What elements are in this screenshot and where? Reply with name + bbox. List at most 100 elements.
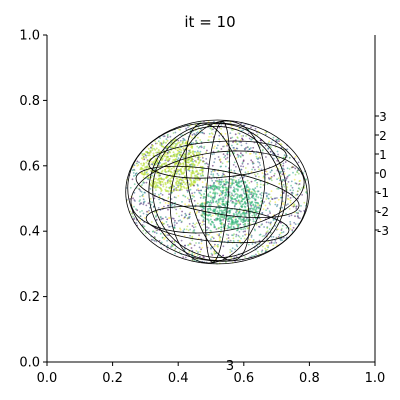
scatter-point: [174, 219, 176, 222]
scatter-point: [217, 185, 220, 188]
scatter-point: [206, 233, 208, 235]
scatter-point: [249, 223, 252, 226]
scatter-point: [133, 191, 136, 194]
scatter-point: [194, 207, 197, 210]
scatter-point: [191, 167, 194, 170]
scatter-point: [245, 151, 248, 154]
scatter-point: [238, 132, 241, 135]
scatter-point: [175, 180, 178, 183]
scatter-point: [294, 167, 297, 170]
scatter-point: [289, 189, 292, 192]
scatter-point: [207, 233, 210, 236]
scatter-point: [234, 141, 237, 144]
scatter-point: [212, 221, 215, 224]
scatter-point: [261, 212, 263, 215]
scatter-point: [244, 219, 247, 222]
scatter-point: [175, 143, 178, 146]
scatter-point: [194, 133, 196, 136]
scatter-point: [159, 192, 162, 195]
scatter-point: [232, 141, 234, 144]
scatter-point: [236, 228, 239, 231]
scatter-point: [198, 211, 200, 213]
scatter-point: [224, 183, 227, 186]
scatter-point: [197, 146, 200, 149]
scatter-point: [252, 240, 255, 242]
scatter-point: [246, 179, 249, 182]
scatter-point: [198, 246, 201, 249]
scatter-point: [190, 162, 193, 165]
scatter-point: [267, 197, 270, 200]
scatter-point: [247, 196, 250, 198]
scatter-point: [286, 148, 289, 151]
scatter-point: [267, 246, 269, 249]
scatter-point: [232, 237, 235, 240]
scatter-point: [214, 157, 216, 160]
scatter-point: [211, 169, 214, 172]
z-tick-label: 1: [379, 148, 387, 162]
scatter-point: [233, 233, 235, 236]
scatter-point: [135, 208, 137, 211]
scatter-point: [245, 233, 248, 236]
scatter-point: [189, 185, 192, 187]
scatter-point: [167, 208, 169, 211]
scatter-point: [305, 191, 307, 194]
scatter-point: [303, 201, 306, 204]
scatter-point: [242, 190, 245, 192]
scatter-point: [227, 223, 230, 225]
scatter-point: [226, 227, 229, 230]
scatter-point: [166, 234, 169, 237]
scatter-point: [193, 253, 196, 256]
scatter-point: [201, 208, 203, 211]
scatter-point: [233, 221, 236, 224]
scatter-point: [166, 139, 169, 142]
scatter-point: [202, 256, 205, 258]
x-tick-label: 0.0: [37, 371, 58, 386]
scatter-point: [227, 160, 230, 163]
scatter-point: [264, 192, 267, 194]
scatter-point: [289, 224, 292, 227]
scatter-point: [192, 150, 195, 153]
scatter-point: [205, 158, 208, 160]
scatter-point: [159, 201, 162, 204]
scatter-point: [260, 192, 263, 194]
scatter-point: [217, 199, 220, 202]
scatter-point: [239, 177, 242, 179]
scatter-point: [214, 123, 217, 126]
scatter-point: [191, 197, 193, 200]
scatter-point: [188, 223, 191, 225]
scatter-point: [146, 170, 148, 172]
scatter-point: [243, 205, 246, 208]
scatter-point: [233, 147, 235, 149]
scatter-point: [184, 183, 187, 186]
scatter-point: [270, 196, 272, 199]
scatter-point: [184, 141, 187, 144]
scatter-point: [219, 236, 222, 239]
scatter-point: [159, 232, 162, 235]
scatter-point: [259, 183, 262, 186]
scatter-point: [240, 193, 242, 196]
scatter-point: [256, 183, 259, 186]
scatter-point: [175, 155, 178, 158]
scatter-point: [180, 178, 183, 181]
scatter-point: [132, 166, 135, 168]
scatter-point: [285, 179, 288, 181]
scatter-point: [151, 179, 154, 182]
scatter-point: [153, 211, 156, 214]
scatter-point: [166, 145, 169, 148]
scatter-point: [218, 126, 221, 129]
scatter-point: [248, 191, 251, 194]
scatter-point: [213, 182, 216, 184]
scatter-point: [212, 128, 214, 131]
scatter-point: [233, 161, 236, 164]
scatter-point: [253, 206, 256, 209]
scatter-point: [160, 177, 163, 180]
scatter-point: [255, 153, 257, 155]
scatter-point: [142, 156, 145, 159]
scatter-point: [247, 220, 250, 223]
scatter-point: [259, 186, 262, 189]
scatter-point: [242, 187, 245, 190]
scatter-point: [249, 202, 252, 205]
scatter-point: [183, 167, 186, 170]
scatter-point: [230, 218, 233, 221]
